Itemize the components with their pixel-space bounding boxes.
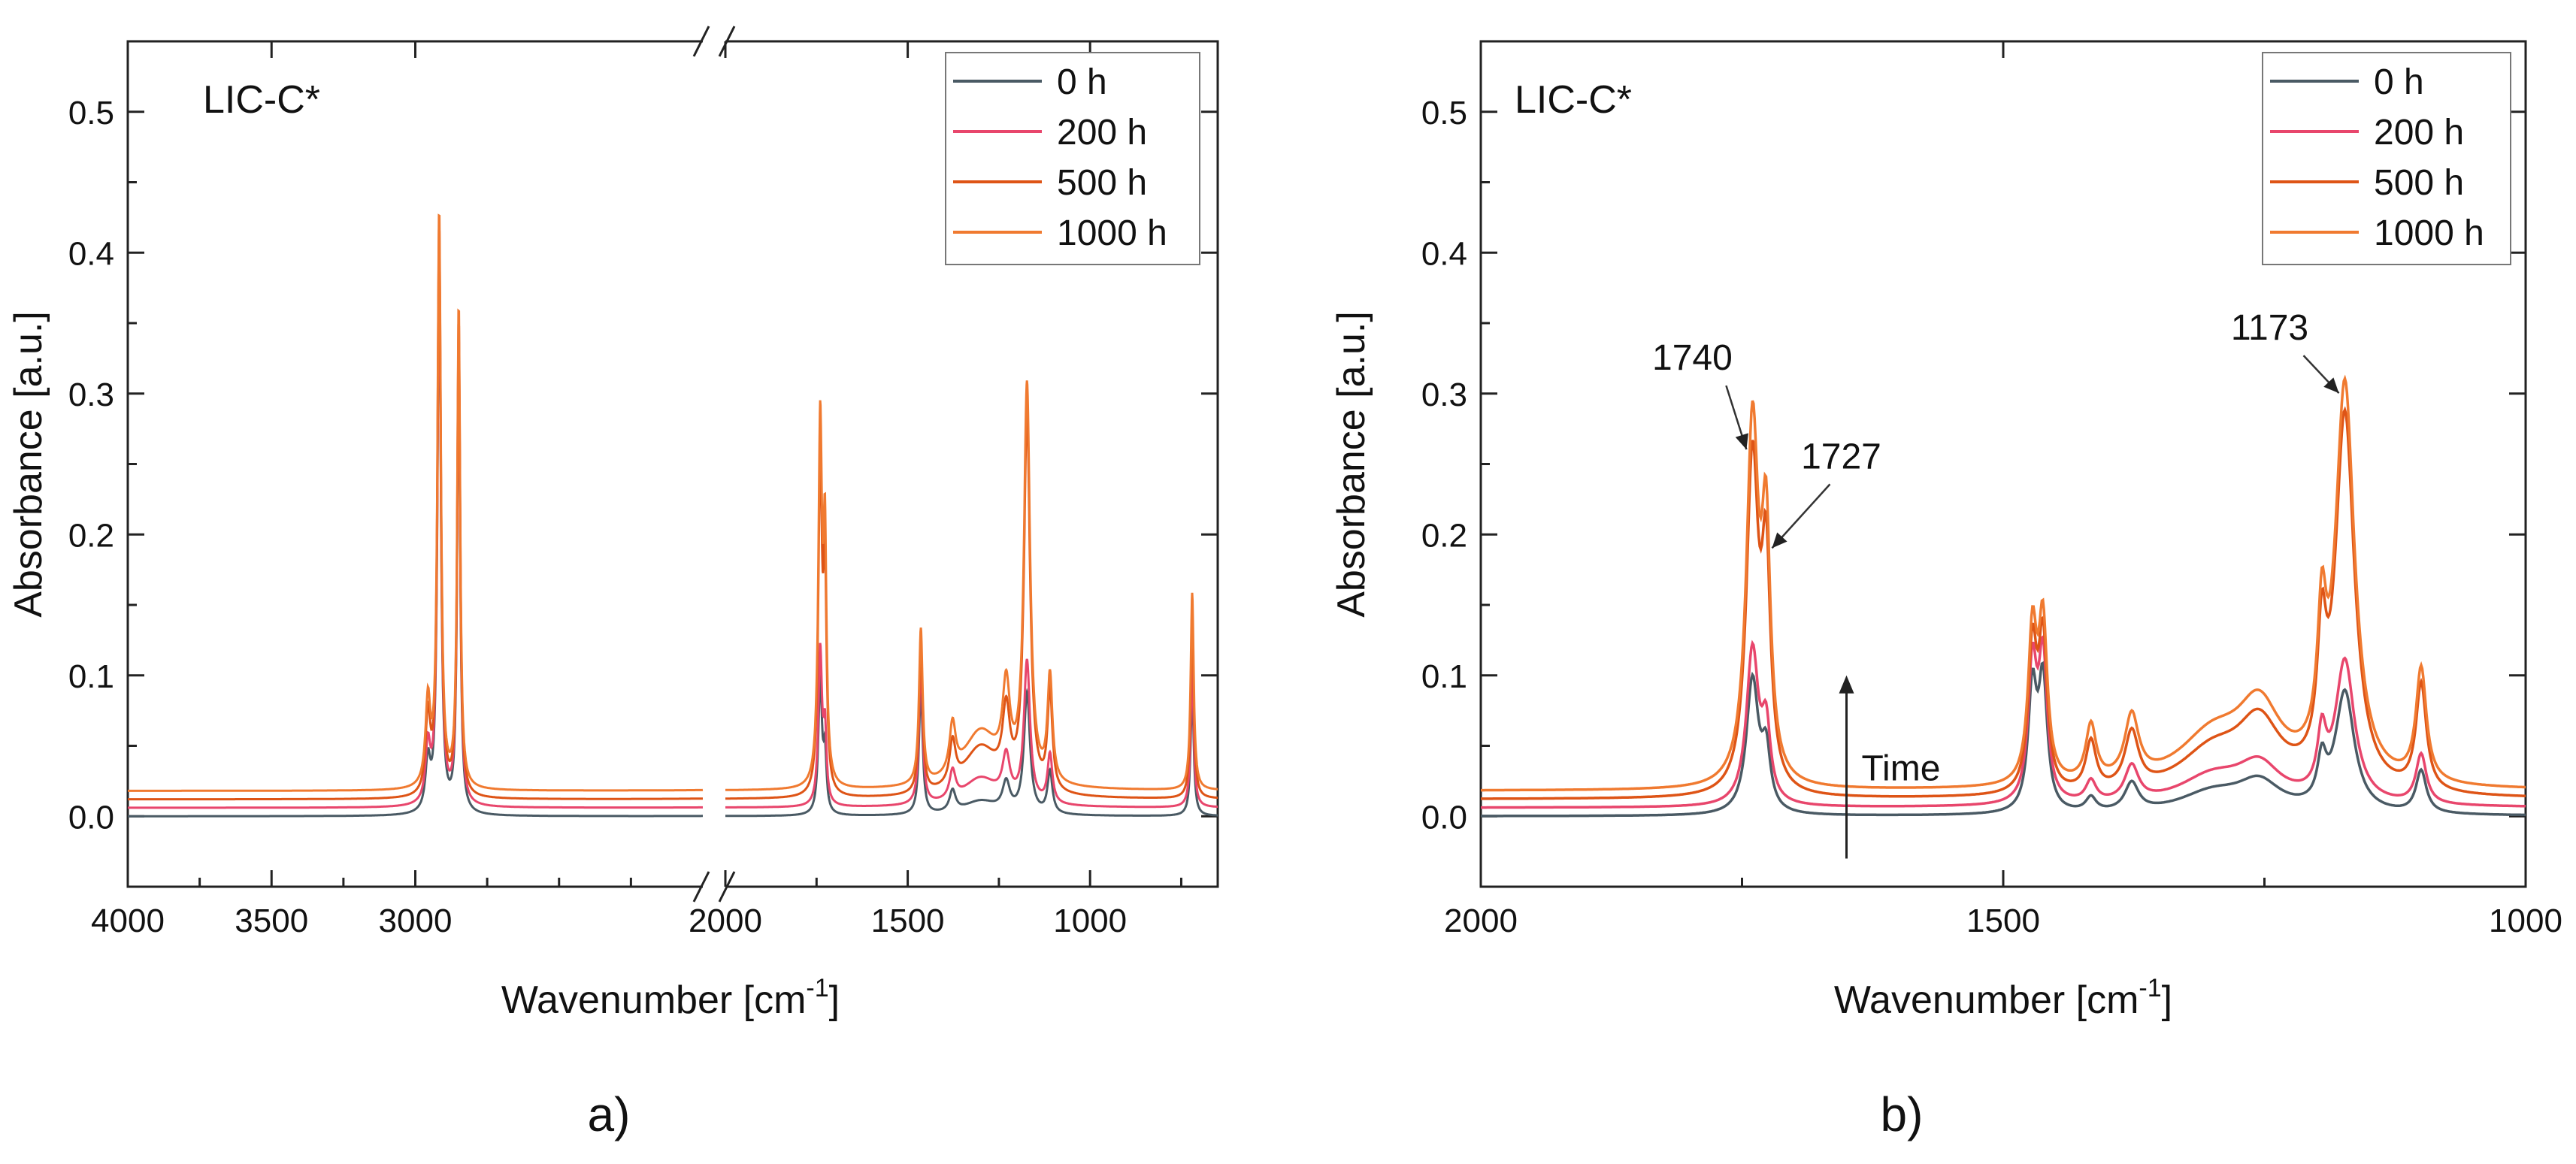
panel-a-x-tick-label: 1500 [871, 902, 945, 939]
panel-a-break-gap [703, 884, 725, 890]
panel-b-peak-label-1173: 1173 [2231, 308, 2308, 348]
panel-a-x-tick-label: 3500 [235, 902, 308, 939]
panel-b-y-tick-label: 0.0 [1421, 799, 1467, 836]
panel-a-x-tick-label: 1000 [1053, 902, 1127, 939]
panel-b-ticks: 0.0 0.1 0.2 0.3 0.4 0.5 2000 1500 1000 [1421, 41, 2562, 939]
panel-a-title: LIC-C* [203, 78, 320, 122]
panel-b-y-tick-label: 0.2 [1421, 517, 1467, 554]
panel-a-series-line-200h-fingerprint [725, 642, 1218, 809]
panel-a-ticks: 0.0 0.1 0.2 0.3 0.4 0.5 4000 3500 3000 2000 1500 10… [68, 41, 1218, 939]
legend-label: 0 h [2374, 62, 2424, 102]
panel-a-break-mark [692, 871, 710, 902]
panel-a-y-axis-label: Absorbance [a.u.] [7, 311, 50, 618]
panel-b-y-tick-label: 0.3 [1421, 376, 1467, 413]
panel-a-break-mark [718, 871, 736, 902]
panel-a-series-line-200h [128, 253, 703, 809]
panel-a-series-line-1000h-fingerprint [725, 380, 1218, 791]
panel-a-x-tick-label: 2000 [689, 902, 762, 939]
panel-b-y-axis-label: Absorbance [a.u.] [1330, 311, 1373, 618]
panel-a: 0.0 0.1 0.2 0.3 0.4 0.5 4000 3500 3000 2000 1500 10… [7, 26, 1219, 1141]
panel-b-x-axis-label: Wavenumber [cm-1] [1834, 974, 2172, 1022]
panel-a-x-tick-label: 3000 [379, 902, 453, 939]
panel-a-y-tick-label: 0.5 [68, 95, 114, 132]
panel-b-time-arrowhead [1839, 675, 1854, 694]
panel-a-series-line-500h [128, 229, 703, 801]
panel-b-x-tick-label: 1000 [2489, 902, 2562, 939]
panel-b-caption: b) [1881, 1087, 1924, 1141]
panel-a-y-tick-label: 0.4 [68, 235, 114, 272]
panel-b-title: LIC-C* [1515, 78, 1632, 122]
legend-label: 1000 h [1057, 213, 1167, 253]
legend-box [945, 52, 1200, 265]
panel-b-peak-label-1740: 1740 [1652, 338, 1733, 378]
legend-label: 200 h [1057, 113, 1147, 153]
panel-a-series-line-0h [128, 269, 703, 818]
legend-label: 1000 h [2374, 213, 2484, 253]
panel-a-break-mark [718, 26, 736, 57]
panel-b-y-tick-label: 0.4 [1421, 235, 1467, 272]
panel-a-x-tick-label: 4000 [91, 902, 165, 939]
panel-b: 0.0 0.1 0.2 0.3 0.4 0.5 2000 1500 1000 LIC-C* 0 … [1330, 40, 2562, 1141]
panel-b-series-line-200h [1481, 634, 2526, 809]
panel-b-time-label: Time [1862, 749, 1941, 789]
legend-box [2262, 52, 2511, 265]
panel-b-peak-label-1727: 1727 [1801, 437, 1881, 476]
panel-a-series-lines [128, 213, 1218, 818]
panel-b-annotations: 1740 1727 1173 Time [1652, 308, 2340, 859]
legend-label: 500 h [1057, 163, 1147, 203]
panel-a-series-line-0h-fingerprint [725, 674, 1218, 818]
panel-a-series-line-500h-fingerprint [725, 412, 1218, 800]
panel-a-series-line-1000h [128, 213, 704, 792]
legend-label: 500 h [2374, 163, 2464, 203]
panel-b-peak-arrowhead-1727 [1772, 532, 1787, 549]
panel-b-y-tick-label: 0.1 [1421, 658, 1467, 695]
panel-a-break-mark [692, 26, 710, 57]
panel-b-legend: 0 h 200 h 500 h 1000 h [2262, 52, 2511, 265]
panel-b-series-line-500h [1481, 406, 2526, 800]
panel-a-break-gap [703, 38, 725, 44]
panel-b-peak-arrowhead-1740 [1735, 433, 1748, 450]
panel-a-y-tick-label: 0.2 [68, 517, 114, 554]
legend-label: 200 h [2374, 113, 2464, 153]
legend-label: 0 h [1057, 62, 1107, 102]
panel-b-x-tick-label: 1500 [1966, 902, 2040, 939]
panel-b-x-tick-label: 2000 [1444, 902, 1518, 939]
panel-b-peak-arrowhead-1173 [2323, 377, 2339, 394]
panel-a-legend: 0 h 200 h 500 h 1000 h [945, 52, 1200, 265]
panel-a-y-tick-label: 0.0 [68, 799, 114, 836]
panel-b-series-lines [1481, 374, 2526, 818]
panel-b-y-tick-label: 0.5 [1421, 95, 1467, 132]
panel-b-series-line-1000h [1481, 374, 2526, 792]
panel-a-y-tick-label: 0.3 [68, 376, 114, 413]
panel-b-series-line-0h [1481, 661, 2526, 818]
panel-a-axis-break [692, 26, 736, 902]
panel-a-caption: a) [588, 1087, 631, 1141]
panel-a-y-tick-label: 0.1 [68, 658, 114, 695]
panel-a-x-axis-label: Wavenumber [cm-1] [501, 974, 840, 1022]
